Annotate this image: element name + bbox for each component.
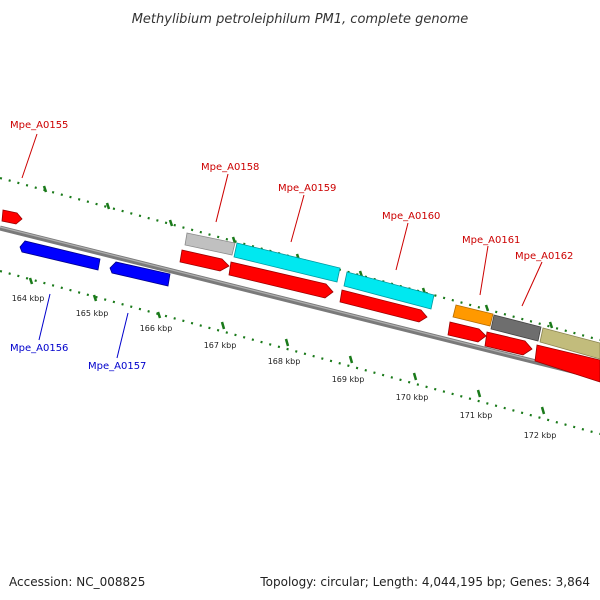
kbp-label: 172 kbp [524,431,557,440]
kbp-label: 170 kbp [396,393,429,402]
leader-line [521,261,543,307]
inner-ruler [0,269,600,436]
inner-ruler-tick [28,277,34,285]
gene-label-mpe-a0156[interactable]: Mpe_A0156 [10,343,68,354]
outer-ruler-tick [105,202,111,210]
inner-ruler-tick [92,294,98,302]
kbp-label: 169 kbp [332,375,365,384]
inner-ruler-tick [348,355,354,364]
leader-line [395,222,409,271]
gene-label-mpe-a0159[interactable]: Mpe_A0159 [278,183,336,194]
outer-ruler-tick [484,304,490,312]
outer-ruler-tick [548,321,554,329]
kbp-label: 171 kbp [460,411,493,420]
leader-line [290,194,305,243]
map-title: Methylibium petroleiphilum PM1, complete… [132,12,469,27]
feature-block-gray[interactable] [184,232,236,256]
gene-label-mpe-a0160[interactable]: Mpe_A0160 [382,211,440,222]
accession-text: Accession: NC_008825 [9,575,145,589]
leader-line [215,173,229,223]
genome-summary-text: Topology: circular; Length: 4,044,195 bp… [259,575,590,589]
leader-line [38,293,51,341]
gene-arrow-forward[interactable] [1,209,23,225]
genome-backbone-highlight [0,226,600,378]
reverse-genes [19,240,171,287]
kbp-label: 167 kbp [204,341,237,350]
gene-arrow-reverse[interactable] [109,261,171,287]
feature-block-khaki[interactable] [539,327,600,360]
gene-arrow-reverse[interactable] [19,240,101,271]
leader-line [116,312,129,359]
outer-ruler-tick [42,185,48,193]
inner-ruler-tick [220,321,226,330]
leader-lines [21,133,543,359]
feature-block-darkgray[interactable] [490,314,542,342]
inner-ruler-tick [476,389,482,398]
gene-label-mpe-a0158[interactable]: Mpe_A0158 [201,162,259,173]
gene-arrow-forward[interactable] [228,261,334,299]
inner-ruler-tick [156,311,162,319]
gene-label-mpe-a0162[interactable]: Mpe_A0162 [515,251,573,262]
gene-label-mpe-a0161[interactable]: Mpe_A0161 [462,235,520,246]
leader-line [21,133,38,179]
outer-ruler-tick [168,219,174,227]
gene-label-mpe-a0157[interactable]: Mpe_A0157 [88,361,146,372]
gene-arrow-forward[interactable] [484,331,533,356]
inner-ruler-tick [284,338,290,347]
gene-arrow-forward[interactable] [534,344,600,383]
kbp-label: 168 kbp [268,357,301,366]
kbp-label: 166 kbp [140,324,173,333]
outer-ruler [0,176,600,342]
leader-line [479,245,489,296]
feature-blocks [184,232,600,360]
gene-arrow-forward[interactable] [179,249,230,272]
genome-backbone [0,225,600,381]
kbp-label: 164 kbp [12,294,45,303]
inner-ruler-tick [540,406,546,415]
feature-block-orange[interactable] [452,304,494,327]
forward-genes [1,209,600,383]
feature-block-cyan[interactable] [233,242,341,283]
gene-label-mpe-a0155[interactable]: Mpe_A0155 [10,120,68,131]
gene-arrow-forward[interactable] [339,289,428,323]
gene-arrow-forward[interactable] [447,321,487,343]
outer-ruler-tick [231,236,237,244]
inner-ruler-dots [0,269,600,436]
inner-ruler-tick [412,372,418,381]
kbp-label: 165 kbp [76,309,109,318]
feature-block-cyan[interactable] [343,271,435,310]
